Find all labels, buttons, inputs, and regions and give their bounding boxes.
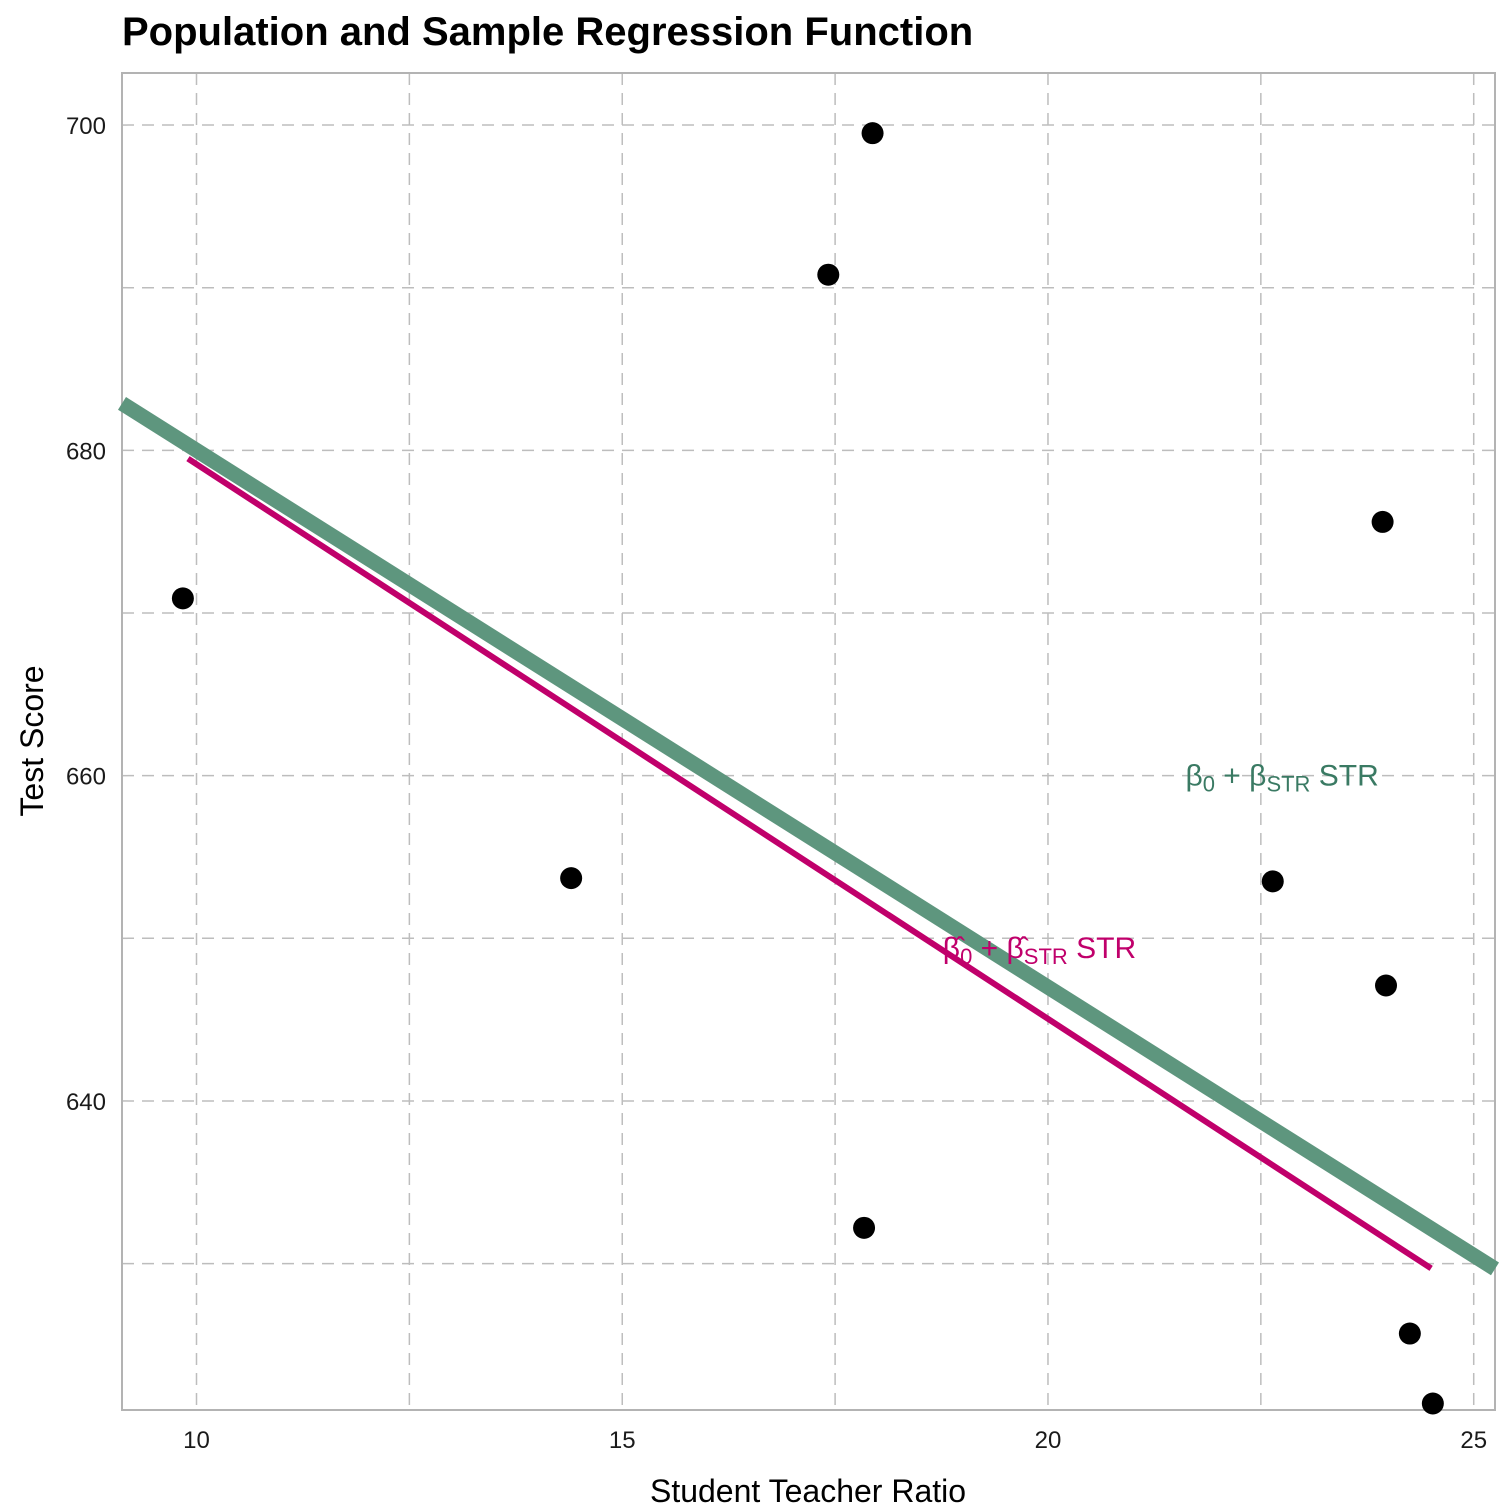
population-annotation: β0 + βSTR STR	[1185, 760, 1378, 797]
y-axis-title: Test Score	[14, 665, 50, 816]
data-point	[1421, 1392, 1444, 1415]
formula-part: +	[972, 932, 1006, 965]
data-point	[560, 867, 583, 890]
y-tick-label: 660	[66, 764, 106, 791]
beta-hat-symbol: β̂	[943, 932, 965, 965]
regression-lines	[118, 397, 1499, 1276]
data-point	[817, 263, 840, 286]
population-regression-line	[118, 397, 1499, 1276]
y-tick-label: 640	[66, 1089, 106, 1116]
grid-lines	[122, 73, 1495, 1410]
subscript: STR	[1024, 944, 1068, 969]
tick-labels: 10 15 20 25 640 660 680 700	[66, 113, 1487, 1454]
data-point	[1375, 974, 1398, 997]
population-formula: β0 + βSTR STR	[1185, 760, 1378, 797]
x-tick-label: 10	[183, 1427, 210, 1454]
chart-title: Population and Sample Regression Functio…	[122, 10, 974, 54]
y-tick-label: 700	[66, 113, 106, 140]
data-point	[861, 122, 884, 145]
data-point	[853, 1216, 876, 1239]
formula-part: β	[1185, 760, 1202, 793]
data-point	[171, 587, 194, 610]
formula-part: STR	[1068, 932, 1136, 965]
formula-part: β	[1249, 760, 1266, 793]
data-point	[1261, 870, 1284, 893]
formula-part: STR	[1310, 760, 1378, 793]
subscript: 0	[960, 944, 972, 969]
sample-formula: β̂0 + β̂STR STR	[943, 932, 1136, 969]
y-tick-label: 680	[66, 438, 106, 465]
formula-part: +	[1215, 760, 1249, 793]
subscript: 0	[1203, 772, 1215, 797]
x-tick-label: 20	[1035, 1427, 1062, 1454]
beta-hat-symbol: β̂	[1007, 932, 1029, 965]
data-point	[1371, 510, 1394, 533]
x-axis-title: Student Teacher Ratio	[650, 1473, 966, 1509]
x-tick-label: 15	[609, 1427, 636, 1454]
data-points	[171, 122, 1444, 1415]
sample-regression-line	[186, 456, 1433, 1271]
plot-panel-border	[121, 72, 1496, 1411]
sample-annotation: β̂0 + β̂STR STR	[943, 932, 1136, 969]
data-point	[1398, 1322, 1421, 1345]
x-tick-label: 25	[1460, 1427, 1487, 1454]
subscript: STR	[1266, 772, 1310, 797]
